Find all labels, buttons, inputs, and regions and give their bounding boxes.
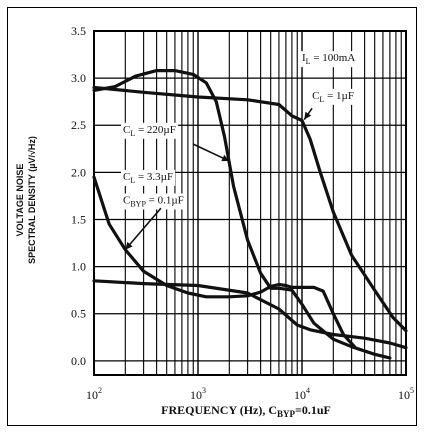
y-tick-label: 2.0: [71, 165, 86, 179]
y-tick-label: 3.0: [71, 71, 86, 85]
y-tick-label: 3.5: [71, 24, 86, 38]
y-tick-label: 0.0: [71, 354, 86, 368]
series-group: [92, 69, 408, 360]
y-tick-labels: 3.5 3.0 2.5 2.0 1.5 1.0 0.5 0.0: [71, 24, 86, 368]
annotation-background: [300, 51, 358, 68]
leader-arrowhead: [125, 241, 133, 250]
x-tick-labels: 102 103 104 105: [86, 386, 414, 402]
annotation-background: [120, 122, 178, 139]
x-tick-label: 105: [398, 386, 414, 402]
series-line: [92, 279, 408, 350]
y-axis-label-line2: SPECTRAL DENSITY (µV/√Hz): [27, 136, 37, 264]
annotation-cl1: CL = 1µF: [312, 90, 354, 104]
y-axis-label: VOLTAGE NOISE SPECTRAL DENSITY (µV/√Hz): [15, 136, 37, 264]
annotation-background: [310, 88, 356, 105]
x-tick-label: 102: [86, 386, 102, 402]
plot-border: [93, 30, 407, 376]
annotation-background: [120, 169, 176, 186]
annotation-backgrounds: [120, 51, 358, 210]
x-tick-label: 104: [294, 386, 310, 402]
x-axis-label-main: FREQUENCY (Hz), C: [161, 403, 277, 417]
annotations: IL = 100mA CL = 1µF CL = 220µF CL = 3.3µF CB…: [123, 52, 355, 208]
y-axis-label-line1: VOLTAGE NOISE: [15, 164, 25, 237]
x-axis-label-tail: =0.1uF: [295, 403, 331, 417]
annotation-cbyp: CBYP = 0.1µF: [123, 194, 184, 208]
annotation-cl33: CL = 3.3µF: [123, 171, 173, 185]
series-line: [92, 175, 357, 349]
y-tick-label: 2.5: [71, 118, 86, 132]
y-tick-label: 0.5: [71, 307, 86, 321]
leader-arrowhead: [221, 154, 230, 162]
series-line: [92, 85, 408, 333]
series-line: [92, 69, 392, 360]
y-tick-label: 1.5: [71, 212, 86, 226]
y-tick-label: 1.0: [71, 260, 86, 274]
leader-line: [124, 207, 162, 251]
x-axis-label-sub: BYP: [277, 409, 296, 419]
annotation-background: [120, 193, 186, 210]
x-tick-label: 103: [190, 386, 206, 402]
leader-arrowhead: [304, 111, 312, 120]
annotation-il: IL = 100mA: [302, 52, 355, 66]
chart-frame: [7, 7, 417, 426]
x-axis-label: FREQUENCY (Hz), CBYP=0.1uF: [161, 403, 331, 419]
annotation-leaders: [124, 107, 313, 251]
annotation-cl220: CL = 220µF: [123, 124, 176, 138]
